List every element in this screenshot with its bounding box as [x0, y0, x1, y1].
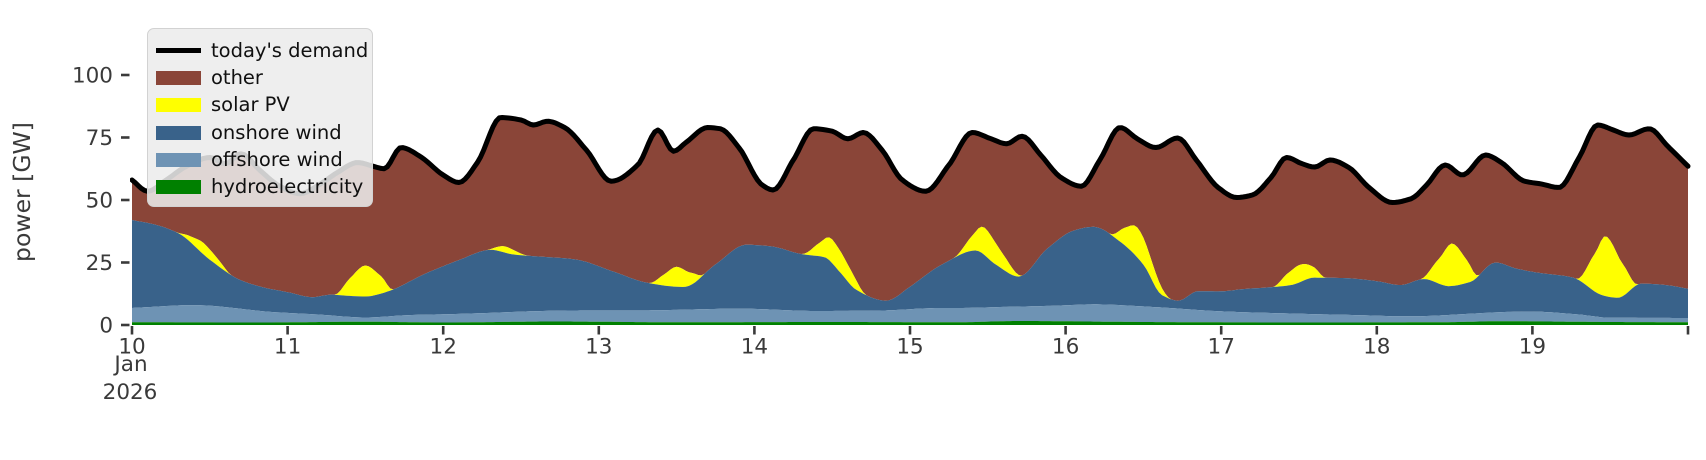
demand-line-path: [130, 115, 1691, 205]
y-tick-label: 0: [99, 314, 113, 339]
onshore-wind-swatch-icon: [156, 125, 201, 140]
demand-line-swatch-icon: [156, 48, 201, 54]
x-tick-label: 16: [1052, 335, 1079, 360]
x-tick-label: 19: [1519, 335, 1546, 360]
solar-pv-swatch-icon: [156, 98, 201, 113]
legend-item-label: onshore wind: [211, 120, 342, 144]
area-offshore: [132, 304, 1688, 323]
y-axis-ticks: 0 25 50 75 100: [72, 64, 130, 339]
legend-item-label: today's demand: [211, 38, 369, 62]
y-tick-label: 25: [86, 251, 113, 276]
y-tick-label: 75: [86, 126, 113, 151]
demand-line: [130, 115, 1691, 205]
area-solar-pv: [132, 220, 1688, 301]
x-axis-year-label: 2026: [103, 380, 158, 405]
area-hydro: [132, 321, 1688, 325]
legend-item-other: other: [156, 64, 372, 91]
area-onshore: [132, 220, 1688, 318]
legend: today's demand other solar PV onshore wi…: [147, 28, 373, 207]
y-tick-label: 100: [72, 64, 113, 89]
legend-item-offshore-wind: offshore wind: [156, 146, 372, 173]
x-tick-label: 11: [274, 335, 301, 360]
x-tick-label: 13: [585, 335, 612, 360]
x-tick-label: 14: [741, 335, 768, 360]
legend-item-todays-demand: today's demand: [156, 37, 372, 64]
legend-item-label: other: [211, 66, 263, 90]
x-tick-label: 17: [1208, 335, 1235, 360]
hydroelectricity-swatch-icon: [156, 180, 201, 195]
legend-item-onshore-wind: onshore wind: [156, 119, 372, 146]
legend-item-label: offshore wind: [211, 148, 343, 172]
x-axis-ticks: 10 11 12 13 14 15 16 17 18 19: [118, 326, 1690, 360]
y-tick-label: 50: [86, 189, 113, 214]
x-tick-label: 15: [896, 335, 923, 360]
y-axis-title: power [GW]: [8, 122, 36, 262]
x-axis-month-label: Jan: [112, 352, 147, 377]
x-tick-label: 12: [430, 335, 457, 360]
x-tick-label: 10: [118, 335, 145, 360]
other-swatch-icon: [156, 70, 201, 85]
legend-item-hydroelectricity: hydroelectricity: [156, 173, 372, 200]
offshore-wind-swatch-icon: [156, 152, 201, 167]
legend-item-solar-pv: solar PV: [156, 92, 372, 119]
x-tick-label: 18: [1363, 335, 1390, 360]
legend-item-label: solar PV: [211, 93, 290, 117]
legend-item-label: hydroelectricity: [211, 175, 364, 199]
